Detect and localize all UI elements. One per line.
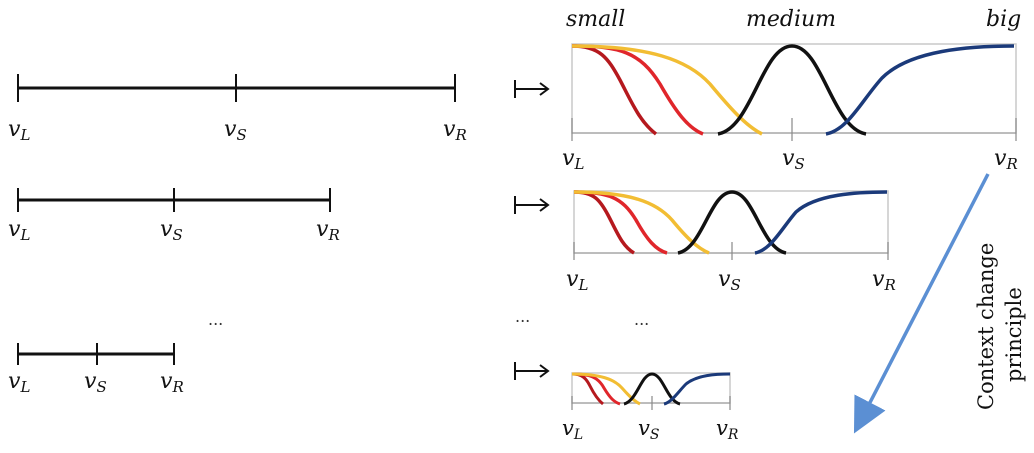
graph-3-vr-label: vR [716, 416, 739, 443]
term-medium: medium [746, 7, 836, 32]
mapsto-arrow-3 [514, 362, 550, 380]
scale-2-vs-label: vS [160, 217, 183, 244]
scale-3-vs-label: vS [84, 369, 107, 396]
context-change-arrow [853, 173, 990, 434]
membership-graph-3 [571, 372, 731, 410]
graph-1-vr-label: vR [994, 146, 1018, 173]
graph-1-curve-big [825, 44, 1015, 136]
graph-3-vs-label: vS [638, 416, 659, 443]
scale-2-vr-label: vR [316, 217, 340, 244]
middle-ellipsis: ... [515, 307, 530, 326]
mapsto-arrow-2 [514, 196, 550, 214]
graph-1-curve-small-yellow [571, 44, 763, 136]
scale-2: vL vS vR [8, 188, 340, 244]
scale-1-vr-label: vR [443, 117, 467, 144]
graph-2-curve-big [754, 190, 888, 255]
context-change-annotation: Context change principle [974, 243, 1026, 410]
membership-graph-1 [571, 43, 1017, 141]
scale-2-vl-label: vL [8, 217, 30, 244]
scale-1: vL vS vR [8, 74, 467, 144]
scale-3: vL vS vR [8, 343, 184, 396]
graph-3-vl-label: vL [562, 416, 583, 443]
scale-1-vs-label: vS [224, 117, 247, 144]
graph-1-curve-medium [717, 44, 867, 136]
graph-2-curve-small-yellow [573, 190, 710, 255]
left-ellipsis: ... [208, 310, 223, 329]
graph-1-curve-small-dark-red [571, 44, 658, 136]
mapsto-arrow-1 [514, 80, 550, 98]
term-small: small [566, 7, 625, 32]
graph-3-curve-big [663, 372, 731, 406]
annotation-line-1: Context change [974, 243, 998, 410]
scale-1-vl-label: vL [8, 117, 30, 144]
graph-2-vl-label: vL [566, 267, 588, 294]
graph-1-vl-label: vL [562, 146, 584, 173]
term-big: big [986, 7, 1021, 32]
graph-1-vs-label: vS [782, 146, 805, 173]
membership-graph-2 [573, 190, 889, 260]
annotation-line-2: principle [1002, 287, 1026, 382]
scale-3-vl-label: vL [8, 369, 30, 396]
graph-2-curve-medium [677, 190, 787, 255]
graph-2-vs-label: vS [718, 267, 741, 294]
scale-3-vr-label: vR [160, 369, 184, 396]
right-ellipsis: ... [634, 310, 649, 329]
graph-3-curve-small-yellow [571, 372, 641, 406]
graph-3-curve-medium [623, 372, 681, 406]
graph-2-vr-label: vR [872, 267, 896, 294]
